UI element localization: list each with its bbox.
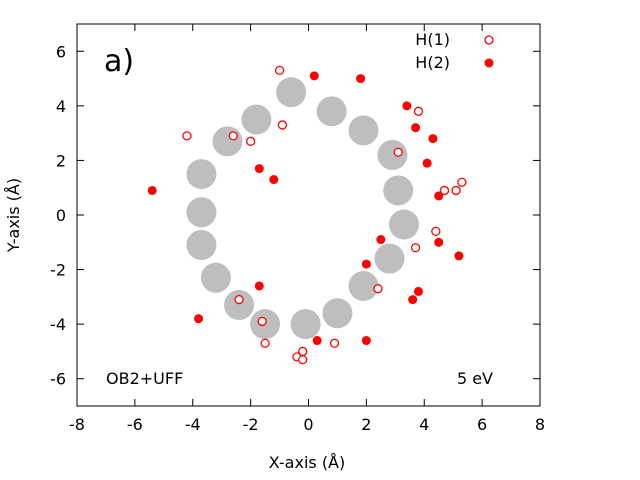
x-axis-label: X-axis (Å) [269,453,346,472]
h1-point [245,136,256,146]
h2-point [434,237,444,247]
x-tick-label: -2 [243,415,259,434]
h2-point [422,158,432,168]
x-tick-label: 4 [419,415,429,434]
x-tick-label: -6 [127,415,143,434]
y-tick-label: 0 [56,206,66,225]
h1-point [393,147,403,157]
x-tick-label: 6 [477,415,487,434]
y-tick-label: 2 [56,151,66,170]
ring-atom [186,197,217,228]
h1-point [457,177,467,187]
ring-atom [276,77,307,108]
ring-atom [322,298,353,329]
legend-marker-h1 [484,35,494,45]
x-tick-label: 8 [535,415,545,434]
h1-point [298,354,308,365]
ring-atom [383,175,414,206]
energy-annotation: 5 eV [457,369,493,388]
h2-point [428,134,438,144]
h1-point [228,131,238,141]
panel-label: a) [104,44,134,79]
ring-atom [377,139,408,170]
ring-atom [348,115,379,146]
y-tick-label: -6 [50,370,66,389]
ring-atom [200,262,231,293]
h2-point [402,101,412,111]
ring-atoms [186,77,419,340]
y-axis-ticks: -6 -4 -2 0 2 4 6 [50,42,540,389]
legend-label-h2: H(2) [415,53,450,72]
h2-point [269,175,279,185]
h2-point [376,235,386,245]
h1-series [182,65,467,365]
h2-point [356,74,366,84]
h1-point [277,120,288,130]
ring-atom [374,243,405,274]
ring-atom [348,270,379,301]
h2-point [312,336,322,346]
h1-point [274,65,285,76]
plot-frame [76,23,541,407]
h2-point [361,259,371,269]
x-tick-label: -8 [69,415,85,434]
x-axis-ticks: -8 -6 -4 -2 0 2 4 6 8 [69,24,545,434]
legend-label-h1: H(1) [415,30,450,49]
h2-point [361,336,371,346]
y-tick-label: 4 [56,97,66,116]
h2-point [454,251,464,261]
h2-point [413,286,423,296]
x-tick-label: 2 [361,415,371,434]
ring-atom [316,96,347,127]
method-annotation: OB2+UFF [106,369,183,388]
h1-point [260,338,270,348]
ring-atom [186,159,217,190]
legend: H(1) H(2) [415,30,494,72]
h2-series [147,71,464,346]
h2-point [434,191,444,201]
y-tick-label: -2 [50,261,66,280]
h1-point [439,185,450,196]
h1-point [329,338,340,348]
x-tick-label: 0 [303,415,313,434]
h2-point [194,314,204,324]
h1-point [234,294,244,305]
ring-atom [212,126,243,157]
h2-point [147,185,157,195]
h1-point [410,243,421,253]
h1-point [431,226,441,237]
h1-point [373,284,383,294]
h1-point [413,106,424,116]
h2-point [408,295,418,305]
ring-atom [290,309,321,340]
ring-atom [224,290,255,321]
ring-atom [388,209,419,240]
y-tick-label: 6 [56,42,66,61]
x-tick-label: -4 [185,415,201,434]
ring-atom [186,230,217,261]
y-axis-label: Y-axis (Å) [4,178,23,253]
h1-point [182,131,192,141]
h1-point [298,346,308,357]
h2-point [254,281,264,291]
h2-point [411,123,421,133]
h1-point [451,185,461,196]
h1-point [257,316,267,327]
legend-marker-h2 [484,58,494,68]
ring-atom [241,104,272,135]
y-tick-label: -4 [50,315,66,334]
h2-point [309,71,319,81]
h2-point [254,164,264,174]
